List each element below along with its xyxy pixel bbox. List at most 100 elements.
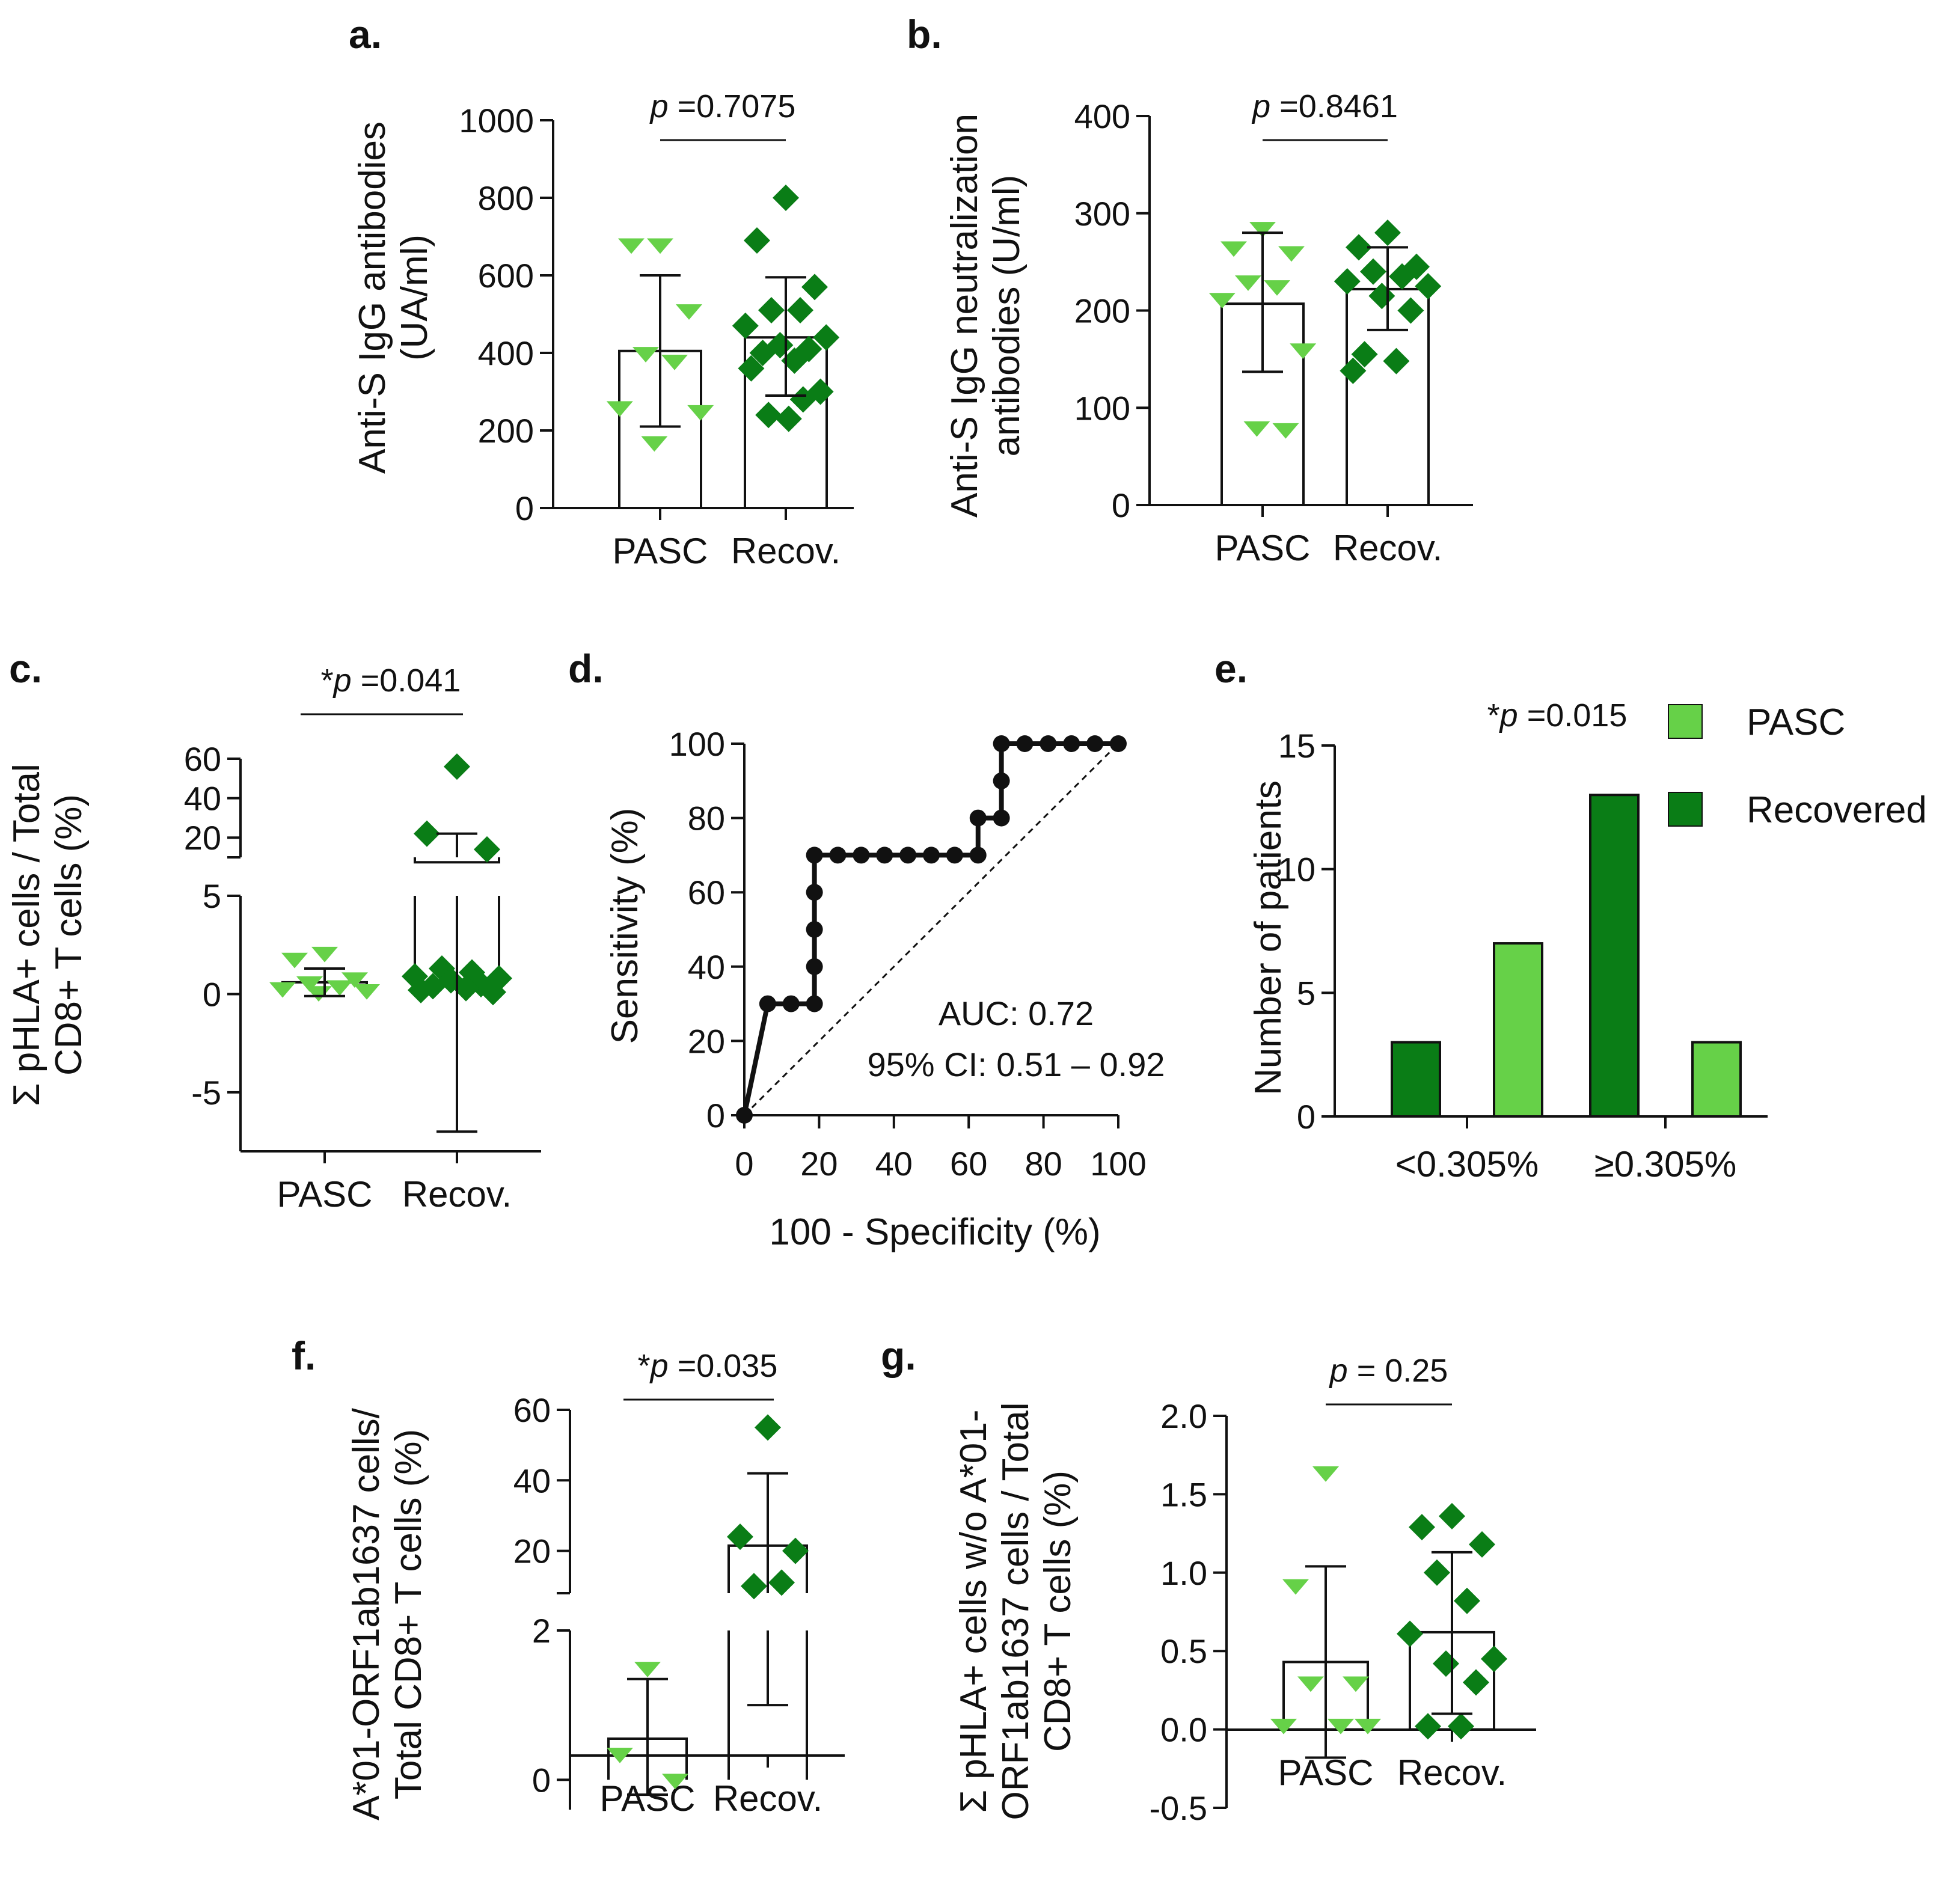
point-recovered — [1334, 268, 1361, 295]
roc-point — [923, 847, 940, 864]
point-recovered — [1448, 1713, 1474, 1740]
roc-point — [993, 809, 1010, 827]
roc-point — [876, 847, 893, 864]
point-pasc — [606, 401, 633, 417]
p-value-label: p =0.8461 — [1251, 88, 1398, 124]
y-tick-label: 800 — [478, 179, 534, 217]
x-tick-label: Recov. — [1333, 528, 1442, 568]
panel-label: d. — [568, 646, 604, 691]
point-pasc — [341, 972, 368, 988]
point-pasc — [1220, 241, 1247, 257]
point-pasc — [607, 1747, 633, 1763]
point-pasc — [1312, 1466, 1339, 1482]
point-recovered — [755, 1414, 781, 1441]
y-axis-title: Anti-S IgG neutralization — [944, 114, 985, 518]
roc-point — [946, 847, 963, 864]
p-symbol: p — [332, 663, 352, 699]
point-recovered — [787, 297, 813, 324]
point-recovered — [773, 185, 799, 211]
y-tick-label: 80 — [688, 800, 725, 837]
legend-label-recovered: Recovered — [1747, 789, 1927, 831]
point-pasc — [1328, 1718, 1354, 1734]
y-tick-label: 400 — [478, 334, 534, 372]
x-tick-label: PASC — [613, 531, 708, 571]
panel-b: 0 100 200 300 400 PASC Recov. p =0.8461 b. Anti-S… — [907, 12, 1473, 568]
p-value-label: *p =0.041 — [321, 663, 461, 699]
point-pasc — [1208, 293, 1236, 308]
p-value-label: *p =0.015 — [1487, 697, 1628, 733]
roc-point — [969, 809, 987, 827]
roc-point — [899, 847, 917, 864]
point-recovered — [1463, 1669, 1489, 1696]
significance-star: * — [321, 663, 334, 699]
x-tick-label: PASC — [1278, 1753, 1374, 1793]
point-recovered — [444, 753, 470, 780]
roc-point — [1040, 735, 1057, 752]
point-recovered — [1397, 1620, 1423, 1647]
y-tick-label: 0.0 — [1160, 1711, 1207, 1749]
point-recovered — [801, 274, 828, 301]
point-pasc — [305, 986, 332, 1002]
p-value: =0.8461 — [1270, 88, 1398, 124]
point-recovered — [782, 1537, 809, 1564]
roc-point — [829, 847, 847, 864]
p-symbol: p — [1329, 1353, 1348, 1389]
panel-label: g. — [881, 1333, 916, 1378]
point-recovered — [408, 976, 434, 1003]
x-axis-title: 100 - Specificity (%) — [769, 1211, 1100, 1253]
point-pasc — [661, 355, 688, 370]
x-tick-label: 20 — [800, 1145, 838, 1183]
point-recovered — [1481, 1646, 1507, 1673]
y-axis-title: CD8+ T cells (%) — [1037, 1471, 1079, 1752]
point-recovered — [744, 227, 770, 254]
point-recovered — [732, 312, 759, 339]
roc-point — [993, 735, 1010, 752]
y-tick-label: 2.0 — [1160, 1397, 1207, 1435]
bar-recovered — [1391, 1041, 1441, 1118]
point-pasc — [1264, 280, 1290, 296]
y-axis-title: Total CD8+ T cells (%) — [388, 1429, 429, 1799]
point-pasc — [647, 238, 673, 254]
roc-point — [853, 847, 870, 864]
point-pasc — [269, 982, 296, 998]
p-value: =0.7075 — [669, 88, 796, 124]
point-pasc — [676, 304, 702, 320]
point-pasc — [1355, 1718, 1381, 1734]
y-axis-title: Σ pHLA+ cells w/o A*01- — [953, 1410, 994, 1813]
x-tick-label: Recov. — [713, 1778, 822, 1819]
roc-point — [806, 921, 823, 938]
y-axis-title: Anti-S IgG antibodies — [352, 121, 393, 474]
point-pasc — [618, 238, 645, 254]
y-axis-title: (UA/ml) — [394, 234, 435, 361]
point-recovered — [1439, 1502, 1465, 1529]
point-pasc — [687, 405, 714, 421]
x-tick-label: Recov. — [731, 531, 841, 571]
p-value: = 0.25 — [1348, 1353, 1448, 1389]
y-axis-title: Number of patients — [1248, 780, 1289, 1095]
point-pasc — [634, 1662, 661, 1677]
point-pasc — [326, 980, 353, 996]
roc-point — [736, 1107, 753, 1124]
panel-a: 0 200 400 600 800 1000 PASC Recov. p =0.7075 a. An… — [349, 12, 854, 571]
roc-point — [1086, 735, 1104, 752]
point-recovered — [474, 836, 500, 863]
panel-label: a. — [349, 12, 382, 57]
point-pasc — [1297, 1676, 1324, 1692]
p-symbol: p — [1251, 88, 1270, 124]
y-tick-label: 0 — [515, 489, 534, 527]
point-pasc — [641, 436, 668, 452]
y-tick-label: 40 — [184, 780, 221, 818]
significance-star: * — [1487, 697, 1500, 733]
y-tick-label: 0 — [532, 1761, 551, 1799]
point-pasc — [662, 1774, 688, 1790]
point-pasc — [354, 984, 380, 1000]
y-tick-label: 60 — [688, 874, 725, 911]
p-symbol: p — [1499, 697, 1518, 733]
y-tick-label: 100 — [1074, 389, 1130, 427]
point-recovered — [789, 386, 816, 413]
x-tick-label: 80 — [1024, 1145, 1062, 1183]
point-recovered — [741, 1573, 767, 1600]
y-tick-label: 60 — [184, 740, 221, 778]
